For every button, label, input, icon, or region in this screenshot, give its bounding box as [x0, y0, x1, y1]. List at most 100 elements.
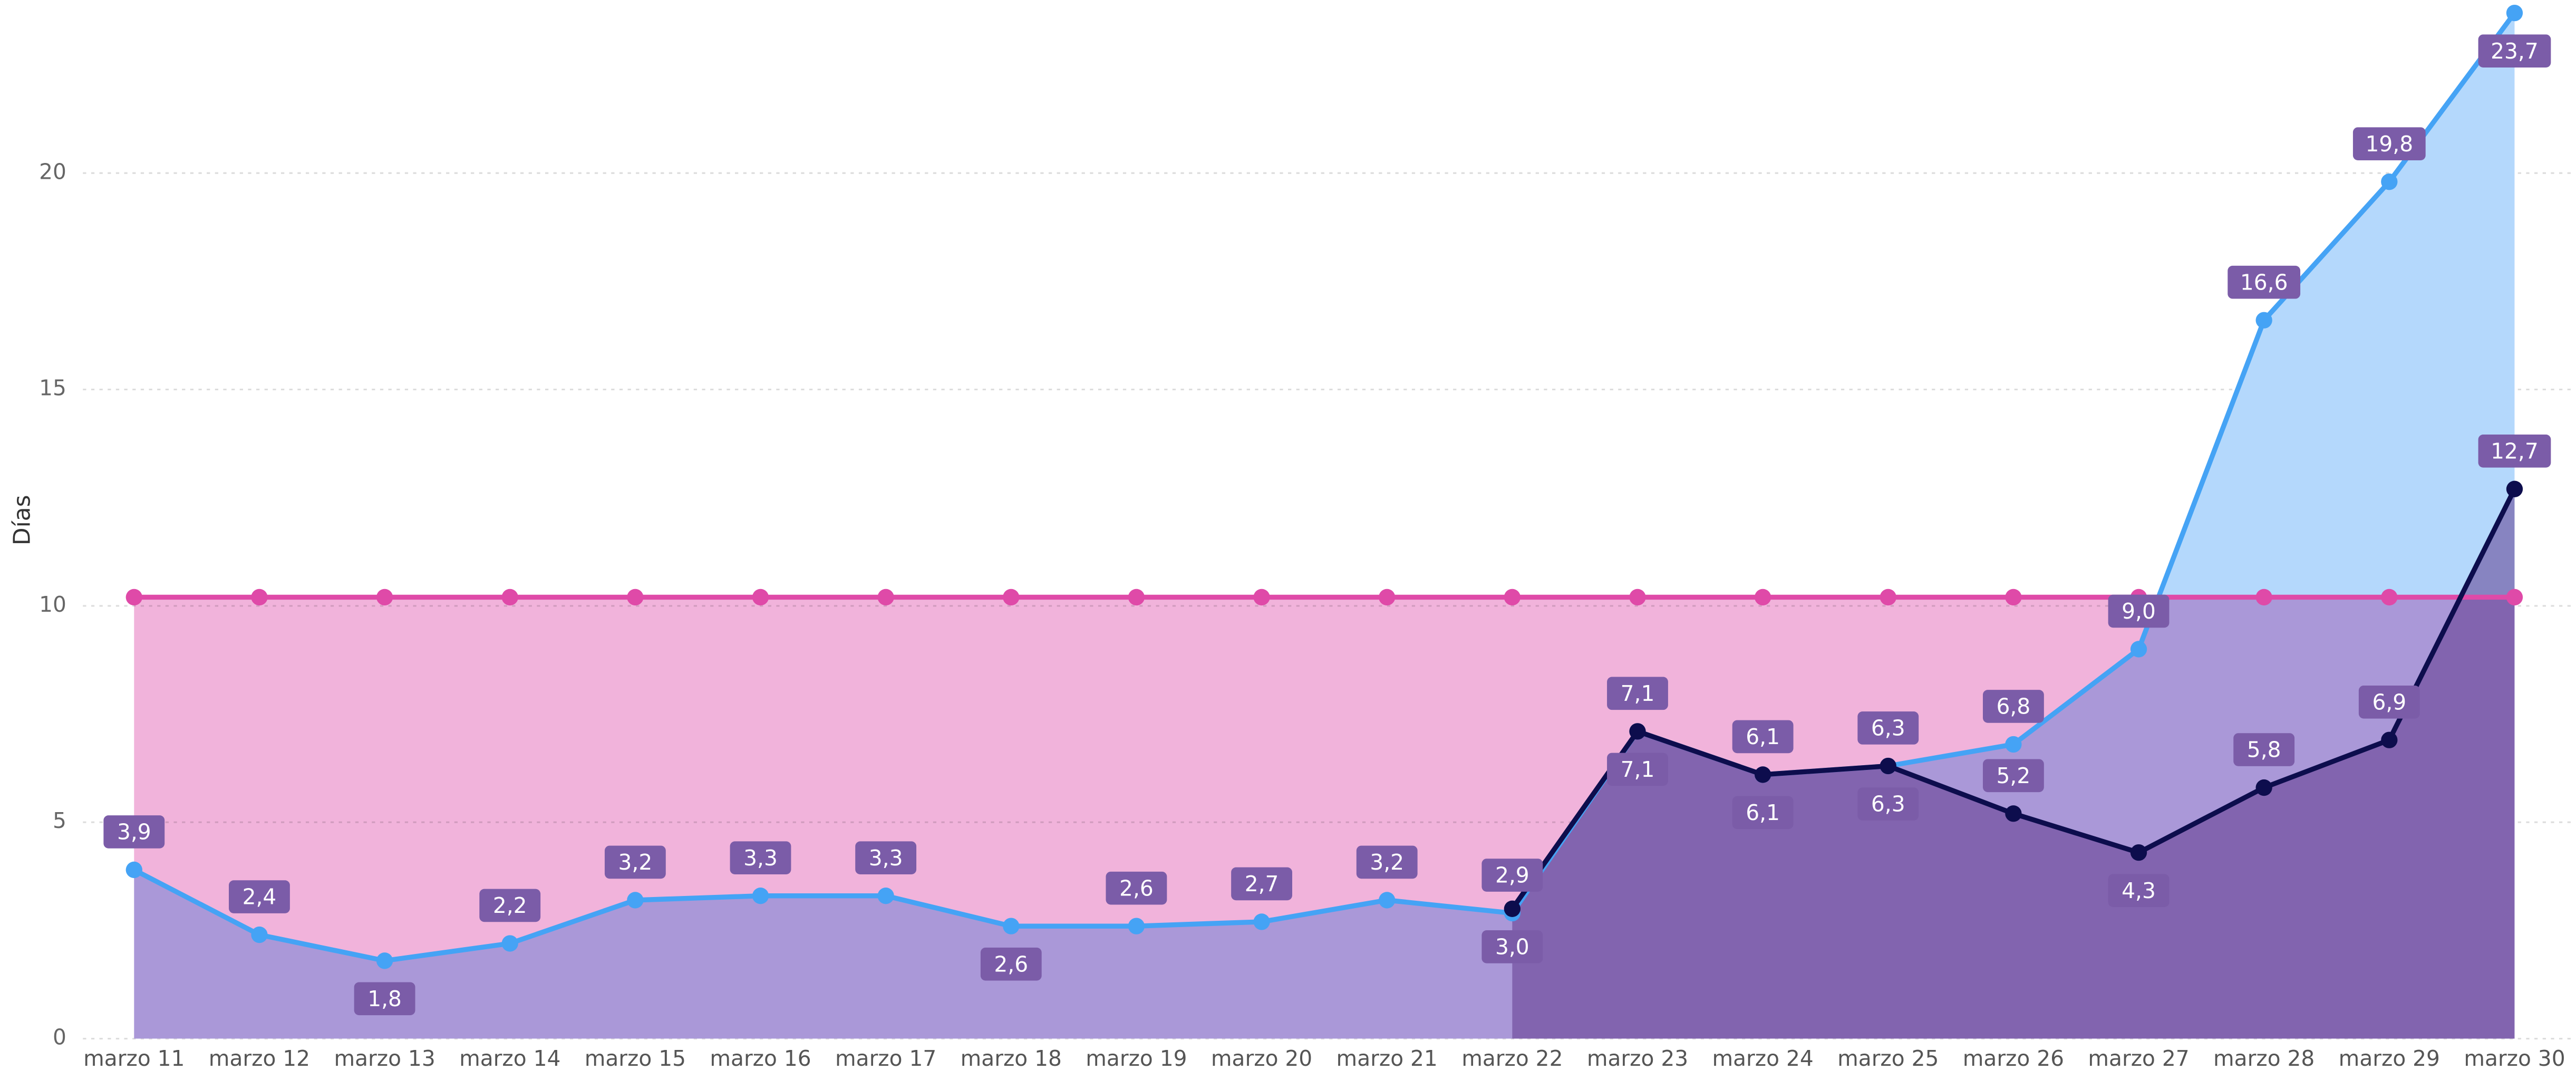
point: [2130, 844, 2147, 861]
data-label-text: 5,2: [1997, 763, 2031, 788]
data-label: 2,9: [1481, 859, 1543, 892]
point: [1253, 589, 1270, 606]
data-label-box: [1732, 796, 1794, 830]
data-label-text: 9,0: [2122, 599, 2156, 624]
data-label-text: 19,8: [2366, 131, 2414, 157]
data-label-text: 2,6: [994, 951, 1028, 977]
data-label-text: 3,2: [1370, 850, 1404, 875]
point: [1504, 589, 1521, 606]
line: [133, 11, 2517, 963]
x-tick-label: marzo 28: [2213, 1046, 2314, 1070]
data-label: 3,0: [1481, 930, 1543, 963]
data-label-box: [604, 845, 666, 879]
point: [2506, 4, 2523, 22]
data-label: 23,7: [2478, 34, 2551, 68]
data-label: 3,9: [103, 815, 165, 849]
data-label-text: 6,3: [1871, 792, 1905, 817]
data-label-text: 6,8: [1997, 694, 2031, 719]
point: [2255, 589, 2272, 606]
data-label-box: [1607, 677, 1668, 710]
y-tick-label: 20: [39, 159, 66, 184]
data-label-text: 6,9: [2372, 689, 2406, 715]
x-tick-label: marzo 16: [710, 1046, 811, 1070]
point: [2506, 480, 2523, 497]
data-label-text: 2,2: [493, 893, 527, 918]
data-label-text: 3,2: [618, 850, 653, 875]
data-label-box: [354, 982, 415, 1016]
point: [376, 589, 393, 606]
point: [877, 888, 894, 904]
point: [627, 589, 644, 606]
point: [1754, 589, 1771, 606]
data-label: 12,7: [2478, 434, 2551, 468]
point: [2255, 312, 2272, 329]
data-label-text: 16,6: [2240, 269, 2288, 295]
data-label-box: [1231, 867, 1292, 901]
data-label-box: [730, 841, 791, 874]
area: [1512, 489, 2515, 1039]
data-label-text: 23,7: [2491, 38, 2539, 64]
point: [501, 935, 518, 952]
x-tick-label: marzo 30: [2464, 1046, 2565, 1070]
point: [2255, 779, 2272, 796]
point: [752, 589, 769, 606]
data-label: 3,2: [1356, 845, 1418, 879]
data-label: 5,2: [1982, 759, 2044, 793]
x-tick-label: marzo 12: [209, 1046, 310, 1070]
data-label: 4,3: [2108, 874, 2170, 907]
data-label-box: [479, 889, 541, 922]
point: [1504, 900, 1521, 917]
data-label-box: [1857, 711, 1919, 745]
data-label-text: 7,1: [1621, 681, 1655, 706]
data-label-text: 2,7: [1245, 871, 1279, 897]
data-label-box: [2358, 685, 2420, 719]
data-label-box: [1607, 753, 1668, 786]
x-tick-label: marzo 23: [1587, 1046, 1688, 1070]
x-tick-label: marzo 17: [835, 1046, 936, 1070]
data-label-box: [2108, 874, 2170, 907]
data-label: 5,8: [2233, 733, 2295, 766]
point: [1379, 589, 1396, 606]
data-label: 9,0: [2108, 594, 2170, 628]
point: [2130, 641, 2147, 658]
data-label-text: 3,9: [117, 820, 151, 845]
data-label: 2,7: [1231, 867, 1292, 901]
data-label: 6,8: [1982, 690, 2044, 723]
point: [2381, 173, 2398, 190]
data-label: 7,1: [1607, 753, 1668, 786]
data-label-text: 6,3: [1871, 716, 1905, 741]
point: [376, 952, 393, 969]
data-label-text: 5,8: [2247, 737, 2281, 763]
x-tick-label: marzo 14: [459, 1046, 560, 1070]
data-label-text: 2,6: [1119, 875, 1154, 901]
y-tick-label: 10: [39, 592, 66, 617]
y-tick-label: 0: [53, 1025, 66, 1050]
data-label-text: 6,1: [1746, 724, 1780, 749]
data-label-box: [1982, 690, 2044, 723]
data-label-box: [980, 947, 1042, 981]
data-label-box: [2352, 127, 2426, 160]
data-label-box: [2478, 434, 2551, 468]
data-label: 2,6: [980, 947, 1042, 981]
data-label-text: 12,7: [2491, 438, 2539, 464]
point: [1128, 589, 1145, 606]
x-tick-label: marzo 11: [83, 1046, 185, 1070]
point: [877, 589, 894, 606]
data-label-box: [2233, 733, 2295, 766]
x-tick-label: marzo 20: [1211, 1046, 1312, 1070]
data-label-box: [1732, 720, 1794, 754]
data-label-text: 3,3: [743, 845, 778, 871]
point: [627, 892, 644, 909]
data-label-text: 2,4: [243, 884, 277, 910]
point: [1629, 589, 1646, 606]
point: [2381, 731, 2398, 748]
x-tick-label: marzo 13: [334, 1046, 435, 1070]
data-label: 3,2: [604, 845, 666, 879]
data-label: 19,8: [2352, 127, 2426, 160]
x-tick-label: marzo 21: [1337, 1046, 1438, 1070]
x-tick-label: marzo 15: [585, 1046, 686, 1070]
data-label-text: 6,1: [1746, 800, 1780, 825]
data-label-box: [1982, 759, 2044, 793]
data-label: 2,6: [1106, 871, 1167, 905]
